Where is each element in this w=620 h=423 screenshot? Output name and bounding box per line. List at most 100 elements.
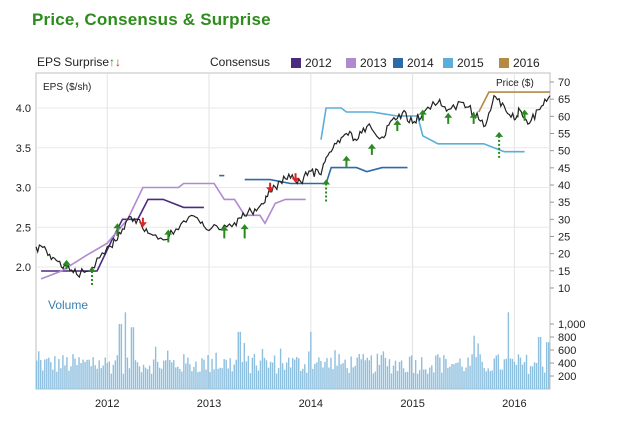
volume-bar	[537, 337, 540, 389]
volume-bar	[513, 361, 516, 389]
volume-bar	[461, 366, 463, 389]
volume-tick-600: 600	[558, 345, 576, 357]
volume-bar	[285, 362, 288, 389]
volume-bar	[199, 371, 201, 389]
volume-bar	[451, 363, 453, 389]
volume-bar	[390, 373, 393, 389]
volume-bar	[467, 357, 469, 389]
volume-bar	[287, 357, 290, 389]
surprise-arrow-head	[495, 131, 504, 137]
volume-bar	[156, 361, 159, 389]
volume-bar	[316, 362, 318, 389]
volume-bar	[330, 357, 332, 389]
volume-bar	[412, 372, 415, 389]
volume-bar	[257, 370, 260, 389]
volume-bar	[493, 358, 495, 389]
volume-bar	[429, 367, 431, 389]
volume-bar	[463, 371, 465, 389]
surprise-arrow-head	[393, 119, 402, 125]
volume-bar	[483, 368, 485, 389]
volume-bar	[354, 365, 356, 389]
volume-bar	[342, 363, 344, 389]
volume-bar	[255, 365, 258, 389]
volume-bar	[326, 358, 328, 389]
volume-bar	[150, 373, 153, 389]
volume-bar	[296, 356, 298, 389]
volume-bar	[362, 353, 364, 389]
volume-bar	[158, 367, 161, 389]
volume-bar	[517, 354, 520, 389]
volume-bar	[318, 357, 320, 389]
volume-bar	[36, 360, 38, 389]
volume-bar	[521, 364, 524, 389]
grid-lines	[36, 73, 554, 389]
volume-bar	[487, 368, 489, 389]
volume-bar	[547, 342, 550, 389]
volume-bar	[334, 350, 336, 389]
volume-bar	[443, 355, 445, 389]
volume-bar	[336, 365, 338, 389]
volume-bar	[396, 370, 399, 389]
surprise-arrow-head	[444, 112, 453, 118]
volume-bar	[233, 364, 235, 389]
volume-bar	[80, 363, 82, 389]
volume-bar	[253, 354, 256, 389]
left-axis-label: EPS ($/sh)	[43, 82, 91, 93]
volume-bar	[416, 373, 419, 389]
volume-bar	[281, 363, 284, 389]
right-tick-50: 50	[558, 146, 570, 158]
surprise-arrow-head	[138, 222, 147, 228]
volume-bar	[533, 362, 536, 389]
volume-bar	[302, 368, 304, 389]
volume-bar	[427, 373, 429, 389]
surprise-up-arrow-icon	[342, 155, 351, 167]
volume-bar	[239, 331, 241, 389]
legend-down-arrow-icon: ↓	[115, 55, 122, 69]
volume-bar	[114, 360, 117, 389]
surprise-up-arrow-icon	[322, 179, 331, 202]
volume-bar	[263, 357, 266, 389]
volume-bar	[235, 359, 237, 389]
volume-bar	[237, 331, 239, 389]
volume-bar	[62, 355, 64, 389]
legend-series-2015: 2015	[457, 56, 484, 70]
volume-bar	[376, 353, 379, 389]
volume-bar	[138, 366, 141, 389]
x-tick-2016: 2016	[502, 398, 526, 410]
volume-bar	[447, 367, 449, 389]
volume-bar	[529, 366, 532, 389]
volume-bar	[348, 372, 350, 389]
right-tick-70: 70	[558, 77, 570, 89]
volume-bar	[291, 358, 294, 389]
surprise-down-arrow-icon	[266, 182, 275, 193]
volume-bar	[473, 335, 475, 389]
volume-bar	[185, 363, 187, 389]
volume-bar	[92, 357, 94, 389]
volume-bar	[491, 370, 493, 389]
left-tick-4.0: 4.0	[16, 103, 31, 115]
volume-bar	[420, 357, 423, 389]
volume-bar	[229, 358, 231, 389]
volume-bar	[100, 368, 102, 389]
volume-tick-200: 200	[558, 371, 576, 383]
volume-bar	[130, 327, 133, 389]
right-tick-15: 15	[558, 266, 570, 278]
volume-bar	[400, 360, 403, 389]
consensus-label: Consensus	[210, 55, 271, 69]
volume-bar	[289, 367, 292, 389]
legend-up-arrow-icon: ↑	[109, 55, 116, 69]
volume-bar	[499, 369, 502, 389]
volume-bar	[519, 357, 522, 389]
volume-bar	[112, 364, 115, 389]
volume-bar	[267, 367, 270, 389]
volume-bar	[227, 368, 229, 389]
volume-bar	[118, 324, 121, 389]
volume-bar	[269, 361, 272, 389]
legend-swatch-2012	[291, 58, 301, 68]
volume-bar	[70, 366, 72, 389]
surprise-up-arrow-icon	[520, 109, 529, 121]
volume-bar	[179, 368, 181, 389]
consensus-line-2016	[478, 91, 550, 113]
volume-bar	[340, 364, 342, 389]
